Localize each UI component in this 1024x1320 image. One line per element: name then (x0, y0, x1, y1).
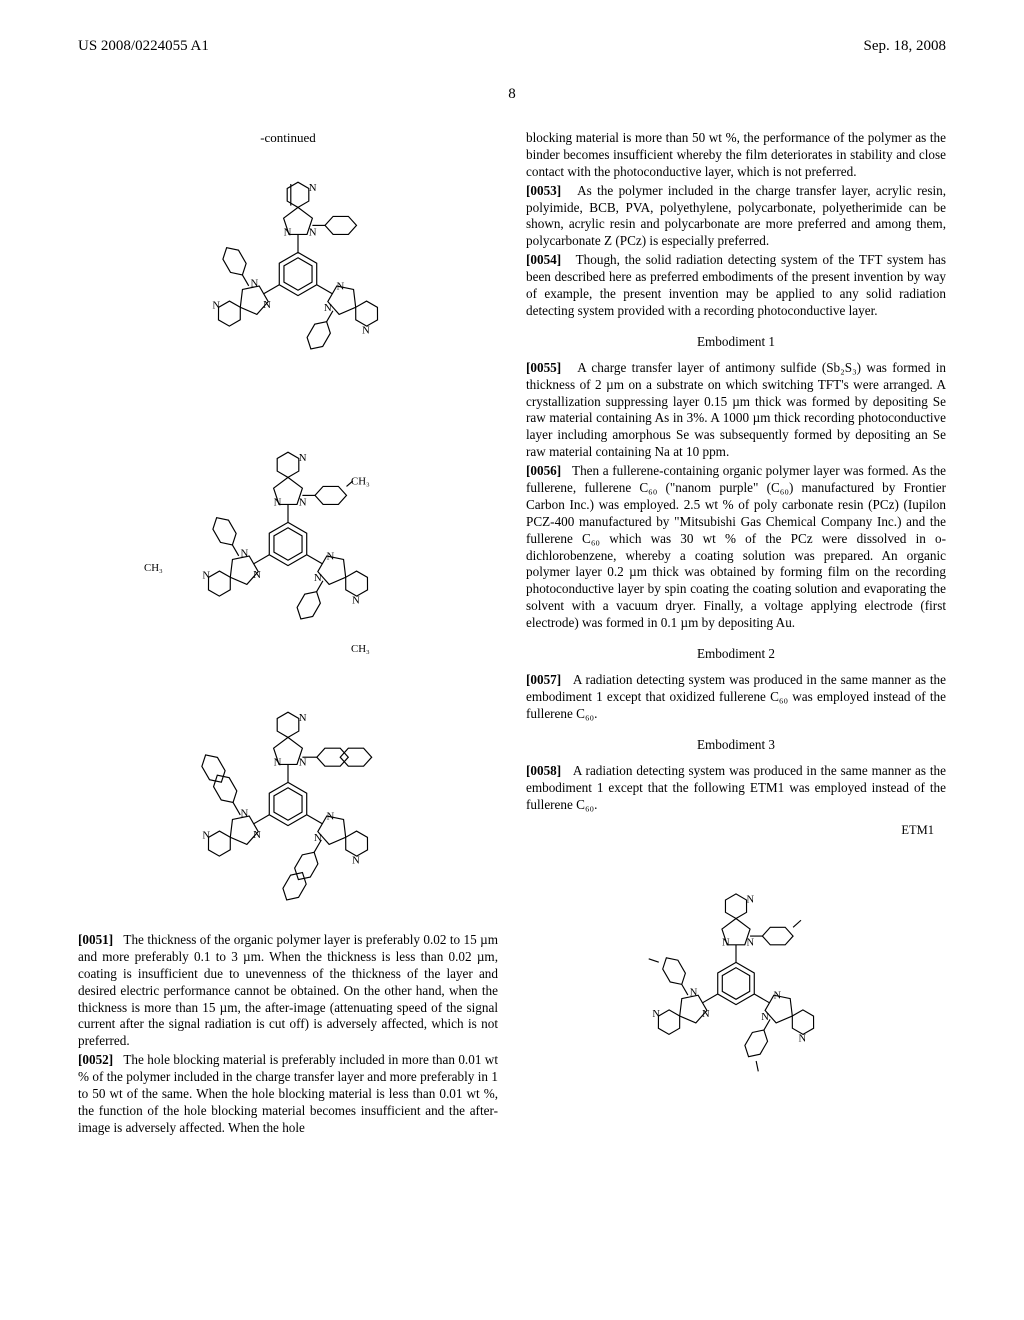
heading-emb2: Embodiment 2 (526, 646, 946, 662)
para-num: [0055] (526, 360, 561, 375)
para-text: Though, the solid radiation detecting sy… (526, 252, 946, 318)
svg-text:N: N (314, 572, 322, 584)
svg-text:N: N (690, 988, 698, 999)
para-0054: [0054] Though, the solid radiation detec… (526, 252, 946, 320)
svg-text:N: N (202, 569, 210, 581)
page-header: US 2008/0224055 A1 Sep. 18, 2008 (0, 38, 1024, 55)
svg-text:N: N (324, 302, 332, 314)
etm1-structure-svg: N N N N N N (581, 844, 891, 1113)
svg-text:N: N (253, 829, 261, 841)
left-column: -continued N N N (78, 130, 498, 1139)
para-text: The hole blocking material is preferably… (78, 1052, 498, 1135)
para-num: [0056] (526, 463, 561, 478)
publication-date: Sep. 18, 2008 (864, 38, 947, 55)
svg-text:N: N (352, 594, 360, 606)
page-number: 8 (0, 86, 1024, 103)
chemical-structures-svg: N N N N (78, 154, 498, 914)
svg-text:N: N (299, 756, 307, 768)
para-text: The thickness of the organic polymer lay… (78, 932, 498, 1048)
para-num: [0054] (526, 252, 561, 267)
svg-text:N: N (202, 829, 210, 841)
para-0058: [0058] A radiation detecting system was … (526, 763, 946, 814)
right-column: blocking material is more than 50 wt %, … (526, 130, 946, 1139)
svg-text:N: N (747, 895, 755, 906)
svg-text:N: N (326, 550, 334, 562)
para-0057: [0057] A radiation detecting system was … (526, 672, 946, 723)
svg-text:N: N (798, 1034, 806, 1045)
heading-emb1: Embodiment 1 (526, 334, 946, 350)
svg-text:N: N (299, 496, 307, 508)
publication-number: US 2008/0224055 A1 (78, 38, 209, 55)
svg-text:N: N (284, 226, 292, 238)
svg-text:N: N (251, 277, 259, 289)
svg-text:N: N (702, 1009, 710, 1020)
svg-text:N: N (722, 938, 730, 949)
svg-text:N: N (241, 807, 249, 819)
para-num: [0053] (526, 183, 561, 198)
svg-text:N: N (263, 299, 271, 311)
svg-text:N: N (362, 324, 370, 336)
svg-text:N: N (314, 832, 322, 844)
para-text: A radiation detecting system was produce… (526, 672, 946, 721)
svg-text:N: N (241, 547, 249, 559)
svg-text:N: N (326, 810, 334, 822)
svg-text:N: N (212, 299, 220, 311)
para-0053: [0053] As the polymer included in the ch… (526, 183, 946, 251)
svg-text:N: N (299, 712, 307, 724)
svg-text:N: N (761, 1012, 769, 1023)
para-text: A radiation detecting system was produce… (526, 763, 946, 812)
svg-text:N: N (274, 496, 282, 508)
para-0052: [0052] The hole blocking material is pre… (78, 1052, 498, 1136)
para-text: A charge transfer layer of antimony sulf… (526, 360, 946, 459)
para-continued: blocking material is more than 50 wt %, … (526, 130, 946, 181)
svg-text:CH₃: CH₃ (144, 562, 163, 574)
para-text: Then a fullerene-containing organic poly… (526, 463, 946, 630)
para-0051: [0051] The thickness of the organic poly… (78, 932, 498, 1050)
svg-text:N: N (299, 452, 307, 464)
svg-text:N: N (253, 569, 261, 581)
para-num: [0057] (526, 672, 561, 687)
svg-text:N: N (274, 756, 282, 768)
svg-text:N: N (652, 1009, 660, 1020)
svg-text:N: N (747, 938, 755, 949)
para-0056: [0056] Then a fullerene-containing organ… (526, 463, 946, 632)
svg-text:N: N (352, 854, 360, 866)
svg-text:N: N (309, 226, 317, 238)
svg-text:CH₃: CH₃ (351, 643, 370, 655)
svg-text:N: N (774, 991, 782, 1002)
etm1-label: ETM1 (526, 823, 946, 838)
heading-emb3: Embodiment 3 (526, 737, 946, 753)
para-0055: [0055] A charge transfer layer of antimo… (526, 360, 946, 461)
para-num: [0052] (78, 1052, 113, 1067)
para-num: [0051] (78, 932, 113, 947)
svg-text:N: N (336, 280, 344, 292)
svg-text:CH₃: CH₃ (351, 476, 370, 488)
para-text: As the polymer included in the charge tr… (526, 183, 946, 249)
para-num: [0058] (526, 763, 561, 778)
content-columns: -continued N N N (78, 130, 946, 1139)
svg-text:N: N (309, 182, 317, 194)
continued-label: -continued (78, 130, 498, 146)
